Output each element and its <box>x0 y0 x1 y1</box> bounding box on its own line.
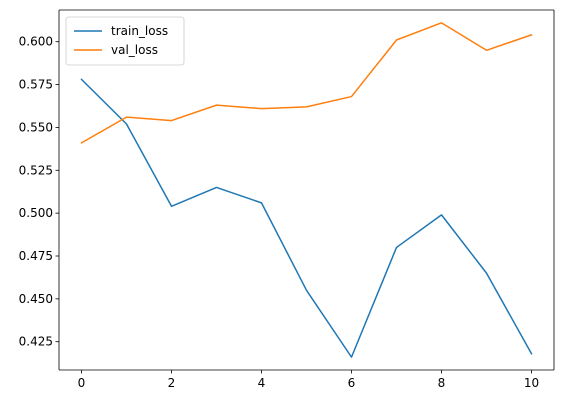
y-tick-label: 0.475 <box>19 249 53 263</box>
x-tick-label: 8 <box>438 376 446 390</box>
y-tick-label: 0.500 <box>19 206 53 220</box>
x-tick-label: 10 <box>524 376 539 390</box>
axes-frame <box>58 9 555 371</box>
x-axis: 0 2 4 6 8 10 <box>78 370 539 390</box>
legend-label-train_loss: train_loss <box>111 24 168 38</box>
plot-area <box>59 10 554 370</box>
x-tick-label: 6 <box>348 376 356 390</box>
series-line-train_loss <box>80 78 533 358</box>
y-tick-label: 0.525 <box>19 163 53 177</box>
y-tick-label: 0.600 <box>19 35 53 49</box>
y-tick-label: 0.425 <box>19 335 53 349</box>
y-tick-label: 0.450 <box>19 292 53 306</box>
x-tick-label: 0 <box>78 376 86 390</box>
legend-label-val_loss: val_loss <box>111 43 158 57</box>
series-layer <box>80 22 533 358</box>
legend-frame <box>65 16 185 66</box>
legend: train_loss val_loss <box>65 16 185 66</box>
x-tick-label: 2 <box>168 376 176 390</box>
y-tick-label: 0.550 <box>19 120 53 134</box>
y-tick-label: 0.575 <box>19 78 53 92</box>
series-line-val_loss <box>80 22 533 144</box>
x-tick-label: 4 <box>258 376 266 390</box>
y-axis: 0.425 0.450 0.475 0.500 0.525 0.550 0.575 0.600 <box>19 35 59 349</box>
